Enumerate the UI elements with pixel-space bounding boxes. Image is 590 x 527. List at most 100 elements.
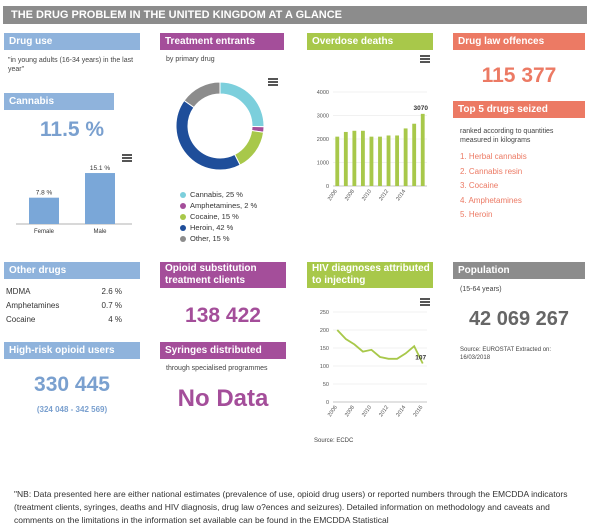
syringes-subtitle: through specialised programmes (166, 365, 268, 372)
other-drug-name: MDMA (6, 287, 31, 296)
population-source: Source: EUROSTAT Extracted on: 16/03/201… (460, 347, 552, 361)
bar-value-label: 15.1 % (90, 165, 110, 172)
bar-value-label: 7.8 % (36, 190, 53, 197)
legend-label: Cannabis, 25 % (190, 190, 243, 199)
bar[interactable] (360, 130, 365, 186)
ost-header-line1: Opioid substitution (165, 263, 257, 274)
top5-item: 2. Cannabis resin (460, 166, 523, 176)
donut-slice-heroin[interactable] (175, 99, 241, 171)
top5-item: 1. Herbal cannabis (460, 152, 527, 161)
y-tick-label: 1000 (317, 161, 329, 167)
y-tick-label: 200 (320, 328, 329, 334)
legend-item: Heroin, 42 % (180, 223, 233, 232)
cannabis-header: Cannabis (4, 93, 114, 110)
bar[interactable] (378, 136, 382, 186)
y-tick-label: 50 (323, 382, 329, 388)
y-tick-label: 0 (326, 184, 329, 190)
chart-menu-icon[interactable] (268, 78, 278, 86)
other-drug-value: 4 % (108, 315, 122, 324)
x-tick-label: 2012 (378, 405, 390, 418)
category-label: Female (34, 229, 55, 235)
hiv-chart: 0 50 100 150 200 250 2006 2008 2010 2012 2014 2016 1… (320, 310, 427, 418)
y-tick-label: 0 (326, 400, 329, 406)
high-risk-range: (324 048 - 342 569) (36, 405, 108, 414)
y-tick-label: 250 (320, 310, 329, 316)
population-header: Population (453, 262, 585, 279)
bar[interactable] (352, 130, 357, 186)
bar[interactable] (403, 128, 408, 186)
donut-slice-other[interactable] (183, 81, 221, 109)
law-value: 115 377 (481, 64, 557, 87)
population-value: 42 069 267 (468, 308, 570, 330)
syringes-header: Syringes distributed (160, 342, 286, 359)
hiv-header-line2: to injecting (312, 275, 366, 286)
high-risk-header: High-risk opioid users (4, 342, 140, 359)
legend-swatch (180, 236, 186, 243)
x-tick-label: 2016 (412, 405, 424, 418)
y-tick-label: 4000 (317, 90, 329, 96)
legend-swatch (180, 214, 186, 221)
cannabis-value: 11.5 % (39, 118, 105, 141)
bar[interactable] (343, 131, 348, 186)
bar[interactable] (386, 135, 391, 186)
overdose-chart: 0 1000 2000 3000 4000 2006 2008 2010 2012 2014 307… (317, 90, 429, 202)
bar[interactable] (85, 173, 115, 224)
top5-item: 3. Cocaine (460, 181, 499, 190)
hiv-source: Source: ECDC (314, 438, 354, 444)
bar[interactable] (420, 113, 425, 186)
y-tick-label: 3000 (317, 114, 329, 120)
legend-item: Cocaine, 15 % (180, 212, 239, 221)
x-tick-label: 2006 (327, 405, 339, 418)
x-tick-label: 2014 (395, 189, 407, 202)
legend-swatch (180, 225, 186, 232)
donut-slice-cocaine[interactable] (233, 129, 265, 166)
other-drug-value: 0.7 % (101, 301, 122, 310)
x-tick-label: 2008 (344, 405, 356, 418)
other-drugs-header: Other drugs (4, 262, 140, 279)
chart-menu-icon[interactable] (122, 154, 132, 162)
donut-slice-cannabis[interactable] (219, 81, 265, 128)
high-risk-value: 330 445 (34, 373, 110, 396)
chart-menu-icon[interactable] (420, 298, 430, 306)
legend-label: Amphetamines, 2 % (190, 201, 258, 210)
bar[interactable] (29, 197, 59, 224)
ost-value: 138 422 (185, 304, 261, 327)
hiv-header: HIV diagnoses attributed to injecting (307, 262, 433, 288)
x-tick-label: 2008 (344, 189, 356, 202)
y-tick-label: 150 (320, 346, 329, 352)
legend-swatch (180, 192, 186, 199)
other-drug-name: Amphetamines (6, 301, 60, 310)
top5-item: 4. Amphetamines (460, 195, 522, 205)
bar[interactable] (335, 136, 340, 186)
legend-swatch (180, 203, 186, 210)
treatment-subtitle: by primary drug (166, 56, 215, 63)
bar[interactable] (369, 136, 374, 186)
footnote: "NB: Data presented here are either nati… (14, 489, 568, 525)
drug-use-header: Drug use (4, 33, 140, 50)
top5-subtitle: ranked according to quantities measured … (460, 128, 554, 144)
bar[interactable] (412, 123, 417, 186)
last-value-label: 107 (415, 354, 426, 361)
overdose-header: Overdose deaths (307, 33, 433, 50)
y-tick-label: 2000 (317, 137, 329, 143)
y-tick-label: 100 (320, 364, 329, 370)
x-tick-label: 2010 (361, 405, 373, 418)
x-tick-label: 2010 (361, 189, 373, 202)
legend-label: Other, 15 % (190, 234, 230, 243)
top5-item: 5. Heroin (460, 210, 493, 219)
x-tick-label: 2006 (327, 189, 339, 202)
legend-item: Other, 15 % (180, 234, 230, 243)
ost-header-line2: treatment clients (165, 275, 246, 286)
series-line[interactable] (336, 329, 424, 364)
category-label: Male (93, 229, 107, 235)
hiv-header-line1: HIV diagnoses attributed (312, 263, 430, 274)
law-header: Drug law offences (453, 33, 585, 50)
legend-item: Cannabis, 25 % (180, 190, 243, 199)
top5-header: Top 5 drugs seized (453, 101, 585, 118)
treatment-header: Treatment entrants (160, 33, 284, 50)
other-drug-value: 2.6 % (101, 287, 122, 296)
cannabis-gender-chart: 7.8 % Female 15.1 % Male (16, 165, 132, 235)
chart-menu-icon[interactable] (420, 55, 430, 63)
treatment-donut-chart (175, 81, 265, 171)
bar[interactable] (395, 135, 400, 186)
